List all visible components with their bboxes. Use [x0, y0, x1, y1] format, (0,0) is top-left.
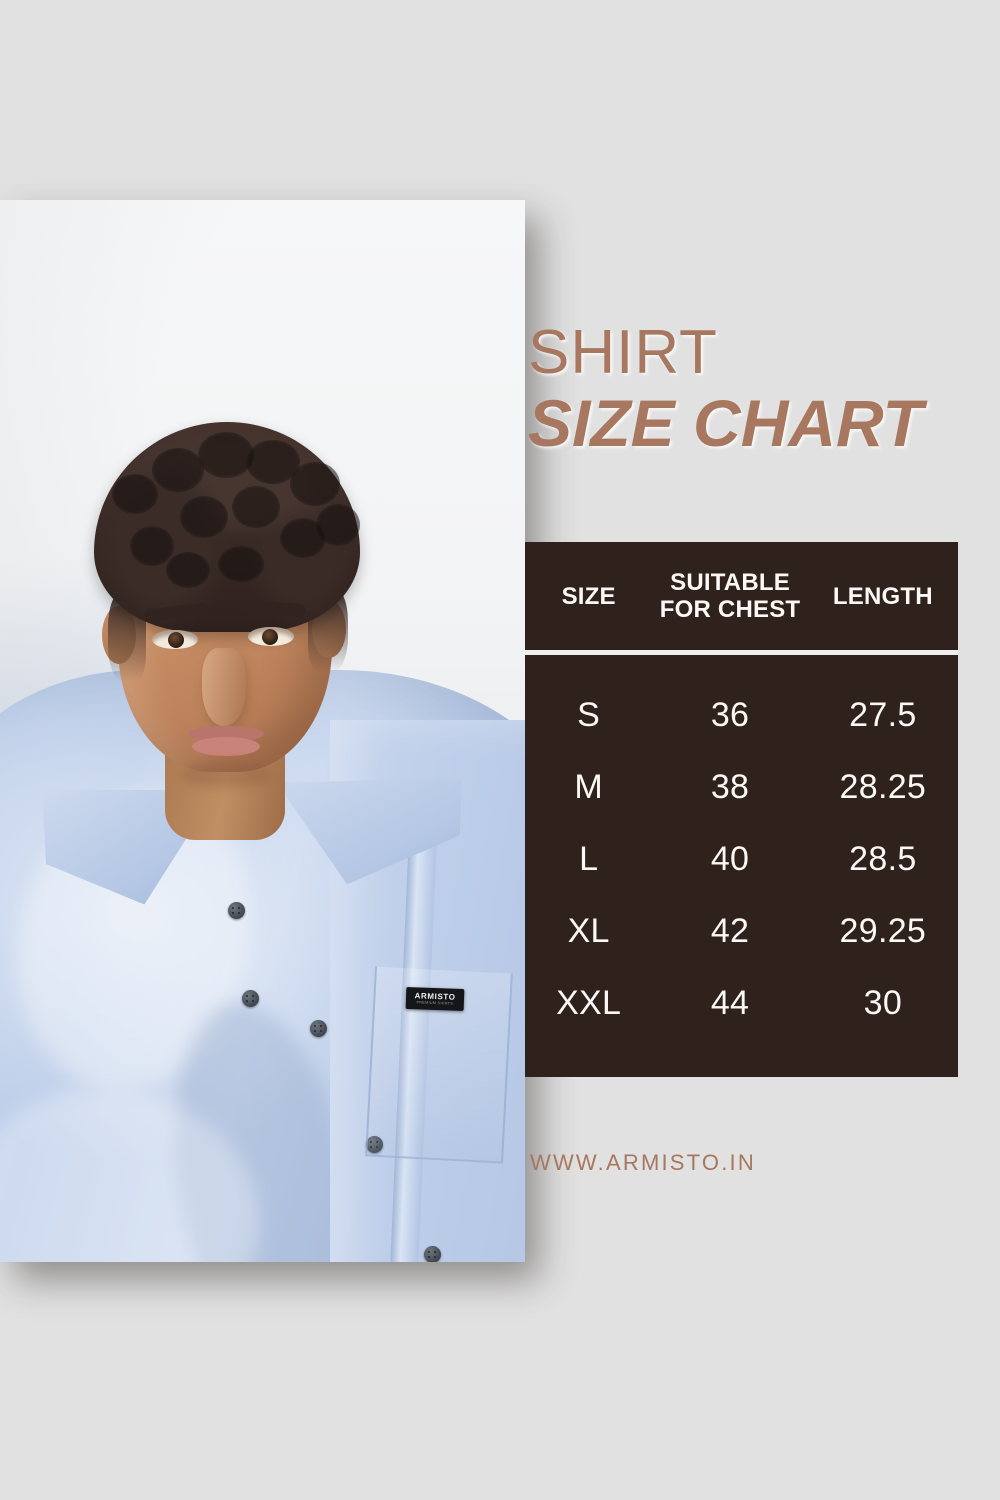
cell-size: XXL [556, 983, 622, 1022]
cell-chest: 36 [710, 695, 750, 734]
model-eye-left [152, 630, 198, 649]
model-hair [94, 422, 360, 632]
brand-label: ARMISTO PREMIUM SHIRTS [405, 986, 465, 1012]
cell-size: M [574, 767, 603, 806]
cell-length: 30 [863, 983, 903, 1022]
cell-size: L [579, 839, 599, 878]
size-chart-table: SIZE SUITABLE FOR CHEST LENGTH S 36 27.5… [525, 542, 958, 1077]
table-row: S 36 27.5 [525, 679, 958, 751]
cell-size: S [577, 695, 601, 734]
model-photo-panel: ARMISTO PREMIUM SHIRTS [0, 200, 525, 1262]
model-chin-shadow [180, 762, 272, 788]
cell-length: 29.25 [839, 911, 927, 950]
column-header-size: SIZE [561, 582, 616, 610]
model-lip-lower [192, 737, 260, 756]
column-header-length: LENGTH [832, 582, 933, 610]
shirt-button [228, 902, 245, 919]
table-row: M 38 28.25 [525, 751, 958, 823]
shirt-button [310, 1020, 327, 1037]
size-chart-header-row: SIZE SUITABLE FOR CHEST LENGTH [525, 542, 958, 650]
cell-chest: 42 [710, 911, 750, 950]
shirt-button [242, 990, 259, 1007]
header-body-divider [525, 650, 958, 655]
table-row: XL 42 29.25 [525, 895, 958, 967]
title-line-size-chart: SIZE CHART [528, 386, 923, 460]
table-row: L 40 28.5 [525, 823, 958, 895]
page-title: SHIRT SIZE CHART [528, 318, 968, 461]
cell-chest: 38 [710, 767, 750, 806]
shirt-button [424, 1246, 441, 1262]
cell-chest: 40 [710, 839, 750, 878]
cell-length: 28.25 [839, 767, 927, 806]
cell-length: 28.5 [849, 839, 917, 878]
column-header-chest: SUITABLE FOR CHEST [659, 569, 801, 623]
shirt-button [366, 1136, 383, 1153]
cell-size: XL [567, 911, 610, 950]
table-row: XXL 44 30 [525, 967, 958, 1039]
model-nose [202, 648, 246, 726]
title-line-shirt: SHIRT [528, 318, 718, 387]
cell-length: 27.5 [849, 695, 917, 734]
cell-chest: 44 [710, 983, 750, 1022]
brand-label-sub: PREMIUM SHIRTS [416, 1000, 454, 1006]
website-url[interactable]: WWW.ARMISTO.IN [530, 1150, 756, 1175]
model-eye-right [248, 627, 294, 646]
size-chart-body: S 36 27.5 M 38 28.25 L 40 28.5 XL 42 29.… [525, 655, 958, 1077]
model-head [60, 410, 390, 840]
